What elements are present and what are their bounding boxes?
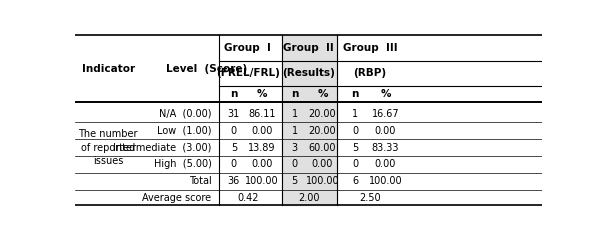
Text: 86.11: 86.11 (248, 109, 276, 119)
Text: %: % (317, 89, 327, 99)
Text: 0.00: 0.00 (375, 160, 396, 169)
Text: 0: 0 (352, 160, 358, 169)
Text: The number
of reported
issues: The number of reported issues (78, 129, 138, 166)
Text: 0: 0 (291, 160, 297, 169)
Text: Low  (1.00): Low (1.00) (157, 126, 211, 136)
Text: 16.67: 16.67 (371, 109, 399, 119)
Text: 5: 5 (352, 143, 358, 152)
Text: %: % (380, 89, 391, 99)
Text: 0.00: 0.00 (251, 126, 273, 136)
Text: Group  I: Group I (225, 43, 272, 53)
Text: 5: 5 (231, 143, 237, 152)
Text: 1: 1 (291, 126, 297, 136)
Text: (FREL/FRL): (FREL/FRL) (216, 68, 280, 78)
Text: 0: 0 (352, 126, 358, 136)
Text: (Results): (Results) (282, 68, 335, 78)
Text: Group  II: Group II (283, 43, 334, 53)
Text: 2.00: 2.00 (298, 193, 319, 203)
Text: 13.89: 13.89 (248, 143, 276, 152)
Text: 83.33: 83.33 (372, 143, 399, 152)
Text: 100.00: 100.00 (368, 176, 402, 186)
Bar (282, 35, 337, 205)
Text: N/A  (0.00): N/A (0.00) (159, 109, 211, 119)
Text: 0.42: 0.42 (237, 193, 259, 203)
Text: %: % (256, 89, 267, 99)
Text: Level  (Score): Level (Score) (166, 63, 247, 74)
Text: 20.00: 20.00 (309, 109, 337, 119)
Text: Group  III: Group III (343, 43, 397, 53)
Text: 1: 1 (291, 109, 297, 119)
Text: 36: 36 (228, 176, 240, 186)
Text: 1: 1 (352, 109, 358, 119)
Text: 100.00: 100.00 (306, 176, 340, 186)
Text: High  (5.00): High (5.00) (154, 160, 211, 169)
Text: 3: 3 (291, 143, 297, 152)
Text: n: n (291, 89, 298, 99)
Text: 31: 31 (228, 109, 240, 119)
Text: Indicator: Indicator (82, 63, 135, 74)
Text: 0: 0 (231, 126, 237, 136)
Text: (RBP): (RBP) (353, 68, 386, 78)
Text: 0.00: 0.00 (375, 126, 396, 136)
Text: 100.00: 100.00 (245, 176, 279, 186)
Text: 6: 6 (352, 176, 358, 186)
Text: Total: Total (189, 176, 211, 186)
Text: Average score: Average score (142, 193, 211, 203)
Text: 0.00: 0.00 (251, 160, 273, 169)
Text: 5: 5 (291, 176, 297, 186)
Text: 2.50: 2.50 (359, 193, 381, 203)
Text: n: n (230, 89, 238, 99)
Text: 0.00: 0.00 (312, 160, 334, 169)
Text: Intermediate  (3.00): Intermediate (3.00) (113, 143, 211, 152)
Text: 60.00: 60.00 (309, 143, 337, 152)
Text: 20.00: 20.00 (309, 126, 337, 136)
Text: 0: 0 (231, 160, 237, 169)
Text: n: n (352, 89, 359, 99)
